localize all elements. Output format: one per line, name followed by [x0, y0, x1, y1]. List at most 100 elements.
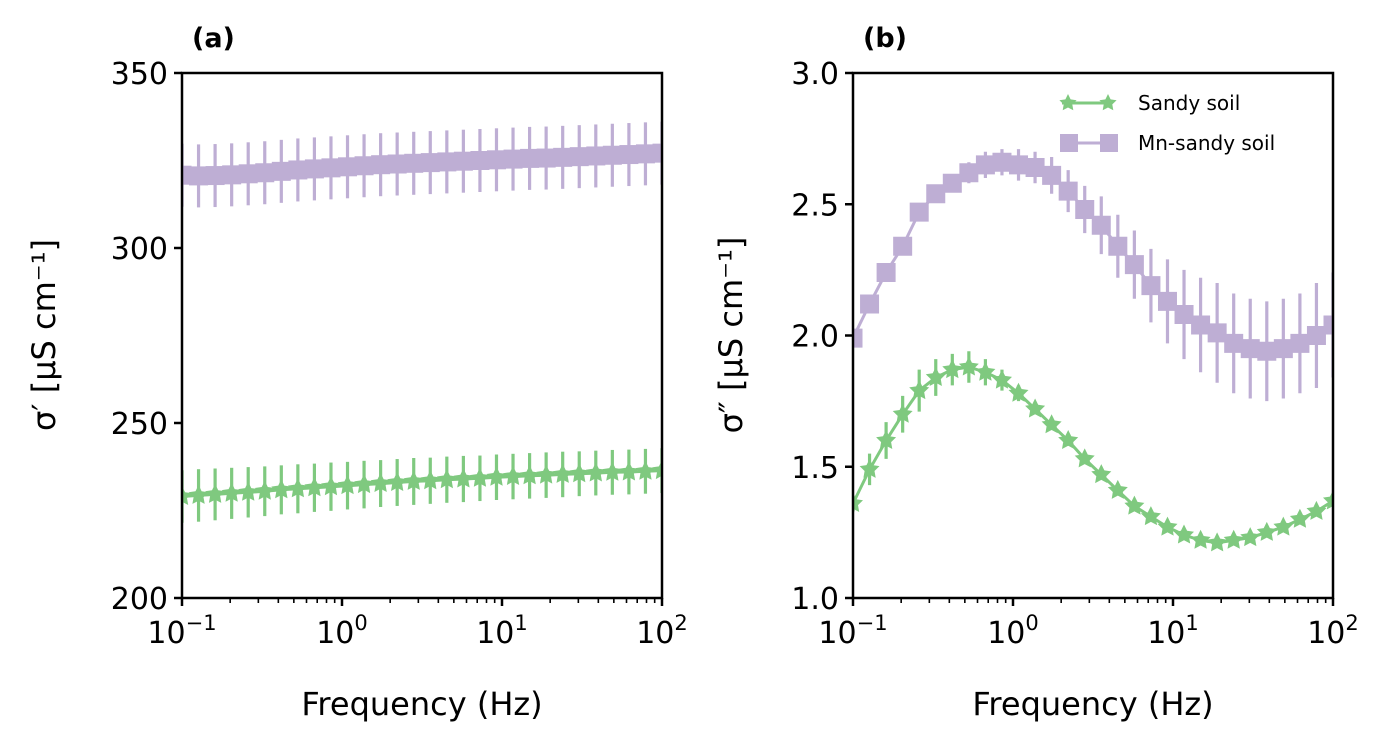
- legend-label-sandy-soil: Sandy soil: [1138, 91, 1240, 115]
- panel-a-axes-frame: [180, 71, 664, 600]
- data-point: [337, 475, 358, 495]
- data-point: [536, 148, 556, 168]
- data-point: [205, 483, 226, 503]
- data-point: [304, 159, 324, 179]
- x-tick-label: 102: [1307, 611, 1359, 651]
- panel-b-x-axis-label: Frequency (Hz): [972, 685, 1213, 723]
- data-point: [1257, 341, 1277, 361]
- data-point: [992, 152, 1012, 172]
- data-point: [959, 163, 979, 183]
- data-point: [552, 463, 573, 483]
- data-point: [569, 147, 589, 167]
- data-point: [222, 165, 242, 185]
- data-point: [453, 468, 474, 488]
- data-point: [1058, 430, 1079, 449]
- data-point: [1124, 495, 1145, 515]
- data-point: [1256, 521, 1277, 541]
- y-tick-label: 200: [111, 582, 168, 617]
- data-point: [287, 478, 308, 498]
- data-point: [876, 430, 897, 449]
- data-point: [536, 464, 557, 484]
- data-point: [1107, 479, 1128, 499]
- data-point: [1323, 490, 1333, 510]
- y-tick-label: 2.5: [791, 188, 839, 223]
- legend-marker-mn-sandy-soil-right: [1100, 134, 1118, 152]
- data-point: [569, 463, 590, 483]
- legend-entry-sandy-soil: Sandy soil: [1059, 91, 1240, 115]
- data-point: [1124, 255, 1144, 275]
- data-point: [942, 173, 962, 193]
- legend-marker-mn-sandy-soil-left: [1060, 134, 1078, 152]
- data-point: [1157, 291, 1177, 311]
- x-tick-label: 10−1: [147, 611, 216, 651]
- data-point: [1290, 333, 1310, 353]
- series-sandy-soil: [853, 351, 1333, 552]
- data-point: [1323, 315, 1333, 335]
- data-point: [635, 144, 655, 164]
- data-point: [1240, 339, 1260, 359]
- data-point: [436, 469, 457, 489]
- data-point: [652, 460, 662, 480]
- data-point: [470, 151, 490, 170]
- data-point: [1108, 236, 1128, 256]
- legend-marker-sandy-soil-left: [1059, 94, 1077, 111]
- data-point: [420, 153, 440, 173]
- data-point: [188, 484, 209, 504]
- data-point: [619, 145, 639, 165]
- data-point: [602, 145, 622, 165]
- data-point: [1058, 181, 1078, 201]
- data-point: [585, 462, 606, 482]
- data-point: [221, 482, 242, 502]
- panel-a-plot-area: [182, 121, 662, 523]
- data-point: [926, 184, 946, 204]
- data-point: [338, 157, 358, 177]
- data-point: [254, 480, 275, 500]
- data-point: [876, 263, 896, 282]
- legend-entry-mn-sandy-soil: Mn-sandy soil: [1060, 131, 1275, 155]
- panel-a-y-ticks: 200 250 300 350: [111, 57, 182, 617]
- y-tick-label: 1.0: [791, 582, 839, 617]
- data-point: [1041, 414, 1062, 434]
- data-point: [893, 236, 913, 256]
- panel-a-x-ticks: 10−1 100 101 102: [147, 598, 688, 651]
- data-point: [1306, 326, 1326, 345]
- panel-b-plot-area: [853, 149, 1333, 552]
- data-point: [860, 294, 880, 314]
- legend-marker-sandy-soil-right: [1099, 94, 1117, 111]
- data-point: [486, 150, 506, 170]
- data-point: [182, 486, 192, 505]
- data-point: [271, 479, 292, 499]
- y-tick-label: 250: [111, 407, 168, 442]
- data-point: [1174, 524, 1194, 544]
- data-point: [1074, 448, 1095, 468]
- x-tick-label: 10−1: [818, 611, 887, 651]
- data-point: [321, 476, 341, 496]
- x-tick-label: 102: [636, 611, 688, 651]
- data-point: [1157, 516, 1178, 536]
- panel-b-y-ticks: 1.0 1.5 2.0 2.5 3.0: [791, 57, 853, 617]
- data-point: [1191, 315, 1211, 335]
- data-point: [1140, 506, 1161, 526]
- data-point: [387, 472, 408, 491]
- data-point: [553, 147, 573, 167]
- series-mn-sandy-soil: [853, 149, 1333, 402]
- data-point: [1025, 158, 1045, 177]
- data-point: [354, 156, 374, 176]
- legend-label-mn-sandy-soil: Mn-sandy soil: [1138, 131, 1275, 155]
- series-mn-sandy-soil: [182, 121, 662, 208]
- data-point: [437, 152, 457, 172]
- data-point: [354, 474, 375, 494]
- y-tick-label: 2.0: [791, 320, 839, 355]
- data-point: [853, 328, 863, 348]
- x-tick-label: 101: [476, 611, 528, 651]
- data-point: [503, 149, 523, 169]
- data-point: [1141, 276, 1161, 296]
- data-point: [975, 361, 996, 381]
- data-point: [238, 164, 258, 184]
- data-point: [602, 461, 623, 481]
- data-point: [520, 148, 540, 168]
- data-point: [387, 154, 407, 174]
- data-point: [1190, 529, 1211, 549]
- panel-b-y-axis-label: σ″ [μS cm⁻¹]: [712, 237, 750, 434]
